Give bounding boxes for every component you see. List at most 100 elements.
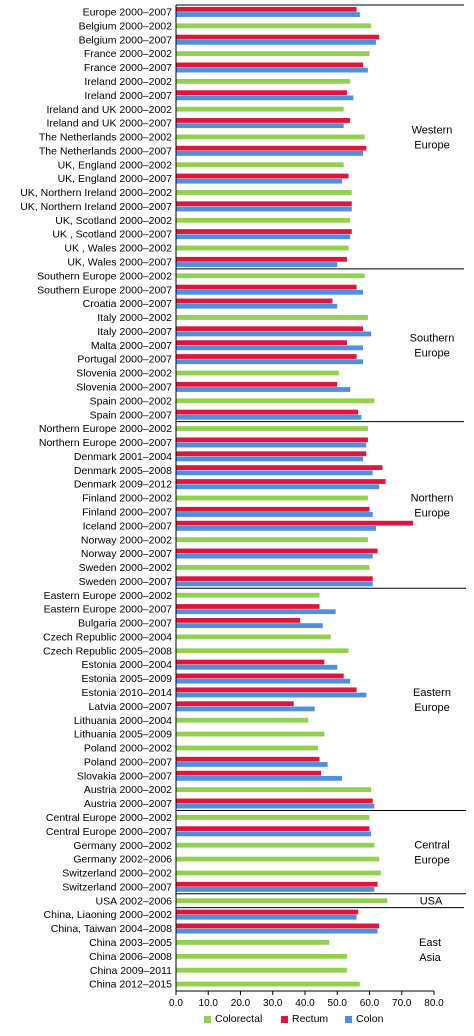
category-label: Czech Republic 2000–2004	[43, 631, 172, 643]
colorectal-bar	[176, 717, 309, 723]
colon-bar	[176, 887, 375, 892]
category-label: Slovenia 2000–2002	[76, 368, 172, 380]
region-label: Europe	[414, 702, 449, 714]
rectum-bar	[176, 479, 386, 484]
colorectal-bar	[176, 842, 375, 848]
category-label: UK, Scotland 2000–2002	[55, 215, 172, 227]
rectum-bar	[176, 90, 347, 96]
region-label: Southern	[410, 333, 455, 345]
category-label: Estonia 2005–2009	[82, 673, 173, 685]
x-tick-label: 10.0	[199, 998, 219, 1009]
colon-bar	[176, 151, 364, 156]
category-label: Belgium 2000–2002	[79, 20, 173, 32]
category-label: China 2006–2008	[89, 951, 172, 963]
colorectal-bar	[176, 565, 370, 570]
colon-bar	[176, 345, 364, 351]
category-label: UK , Scotland 2000–2007	[52, 229, 172, 241]
colorectal-bar	[176, 426, 368, 431]
colorectal-bar	[176, 23, 372, 29]
colorectal-bar	[176, 648, 349, 654]
category-label: Germany 2000–2002	[73, 840, 172, 852]
colon-bar	[176, 331, 372, 337]
colon-bar	[176, 359, 364, 365]
colon-bar	[176, 664, 338, 670]
x-tick-label: 40.0	[295, 998, 315, 1009]
colon-bar	[176, 678, 351, 684]
rectum-bar	[176, 520, 414, 526]
x-tick-label: 70.0	[392, 998, 412, 1009]
rectum-bar	[176, 201, 352, 207]
rectum-bar	[176, 659, 325, 665]
colon-bar	[176, 289, 364, 295]
colon-bar	[176, 831, 372, 837]
colon-bar	[176, 525, 376, 531]
rectum-bar	[176, 826, 370, 832]
colorectal-bar	[176, 162, 344, 168]
colon-legend-label: Colon	[356, 1013, 384, 1025]
colon-bar	[176, 123, 344, 129]
colon-bar	[176, 553, 373, 559]
colorectal-bar	[176, 592, 320, 598]
colon-bar	[176, 623, 323, 628]
colon-bar	[176, 303, 338, 309]
x-tick-labels: 0.0 10.0 20.0 30.0 40.0 50.0 60.0 70.0 80.0	[169, 991, 444, 1009]
colorectal-bar	[176, 78, 351, 84]
colon-bar	[176, 456, 364, 462]
colon-bar	[176, 178, 343, 184]
colorectal-bar	[176, 273, 365, 279]
region-label: Northern	[411, 492, 454, 504]
category-label: UK, England 2000–2002	[58, 159, 173, 171]
colorectal-bar	[176, 370, 339, 376]
x-tick-label: 30.0	[263, 998, 283, 1009]
colorectal-bar	[176, 634, 331, 640]
rectum-bar	[176, 506, 370, 512]
category-label: UK, Northern Ireland 2000–2002	[20, 187, 172, 199]
rectum-bar	[176, 354, 357, 359]
x-tick-label: 60.0	[360, 998, 380, 1009]
category-label: Spain 2000–2002	[90, 395, 172, 407]
colon-bar	[176, 387, 351, 392]
colon-bar	[176, 39, 376, 45]
region-label: Europe	[414, 507, 449, 519]
colon-bar	[176, 67, 368, 73]
bars-group	[176, 6, 414, 987]
category-label: Malta 2000–2007	[91, 340, 172, 352]
category-label: China 2012–2015	[89, 979, 172, 991]
category-label: UK, Wales 2000–2007	[67, 257, 172, 269]
category-label: Belgium 2000–2007	[79, 34, 173, 46]
category-label: Eastern Europe 2000–2002	[44, 590, 173, 602]
colon-bar	[176, 581, 373, 587]
category-label: Czech Republic 2005–2008	[43, 645, 172, 657]
colon-bar	[176, 414, 362, 420]
colorectal-bar	[176, 537, 368, 543]
colorectal-bar	[176, 315, 368, 320]
category-label: Sweden 2000–2007	[79, 576, 173, 588]
colorectal-bar	[176, 106, 344, 112]
colorectal-bar	[176, 953, 347, 959]
rectum-bar	[176, 673, 344, 679]
colorectal-bar	[176, 787, 372, 793]
colon-bar	[176, 762, 328, 767]
colorectal-bar	[176, 815, 370, 820]
rectum-bar	[176, 923, 380, 929]
region-label: Europe	[414, 855, 449, 867]
category-label: Ireland 2000–2002	[84, 76, 172, 88]
region-label: Central	[414, 840, 449, 852]
rectum-bar	[176, 256, 347, 262]
category-label: China 2009–2011	[90, 965, 172, 977]
rectum-bar	[176, 62, 364, 68]
colorectal-bar	[176, 870, 381, 876]
category-label: Denmark 2009–2012	[74, 479, 172, 491]
colon-bar	[176, 706, 315, 712]
rectum-bar	[176, 687, 357, 693]
region-labels: Western Europe Southern Europe Northern Europ…	[410, 124, 455, 963]
rectum-bar	[176, 770, 322, 776]
category-label: Austria 2000–2002	[84, 784, 172, 796]
category-label: France 2000–2007	[84, 62, 172, 74]
rectum-bar	[176, 298, 333, 304]
category-label: Southern Europe 2000–2002	[37, 270, 172, 282]
category-label: Sweden 2000–2002	[79, 562, 173, 574]
colon-bar	[176, 484, 380, 490]
